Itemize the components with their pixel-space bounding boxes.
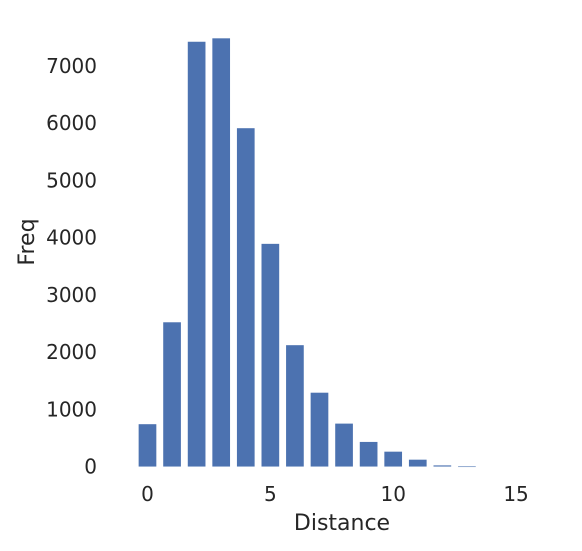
bar-1 — [163, 322, 181, 467]
y-tick-label: 2000 — [46, 340, 97, 364]
bar-10 — [384, 451, 403, 467]
x-tick-label: 0 — [141, 482, 154, 506]
y-tick-label: 4000 — [46, 226, 97, 250]
x-tick-label: 15 — [503, 482, 528, 506]
bar-4 — [236, 128, 255, 467]
bar-11 — [408, 459, 427, 467]
y-axis-label: Freq — [15, 218, 40, 265]
y-tick-label: 6000 — [46, 111, 97, 135]
bar-3 — [212, 38, 231, 467]
y-tick-label: 5000 — [46, 168, 97, 192]
y-tick-label: 1000 — [46, 397, 97, 421]
bar-0 — [138, 424, 157, 467]
x-tick-label: 5 — [264, 482, 277, 506]
bar-2 — [187, 41, 206, 467]
bar-12 — [433, 465, 452, 467]
y-tick-label: 0 — [84, 455, 97, 479]
bar-7 — [310, 392, 329, 467]
x-tick-label: 10 — [380, 482, 405, 506]
bars-group — [138, 38, 476, 468]
x-tick-labels: 0 5 10 15 — [141, 482, 529, 506]
y-tick-label: 7000 — [46, 54, 97, 78]
bar-9 — [359, 441, 378, 467]
bar-5 — [261, 243, 280, 467]
bar-6 — [286, 345, 304, 467]
bar-8 — [335, 423, 353, 467]
y-tick-labels: 0 1000 2000 3000 4000 5000 6000 7000 — [46, 54, 97, 479]
bar-13 — [458, 466, 476, 468]
x-axis-label: Distance — [294, 511, 390, 536]
y-tick-label: 3000 — [46, 283, 97, 307]
